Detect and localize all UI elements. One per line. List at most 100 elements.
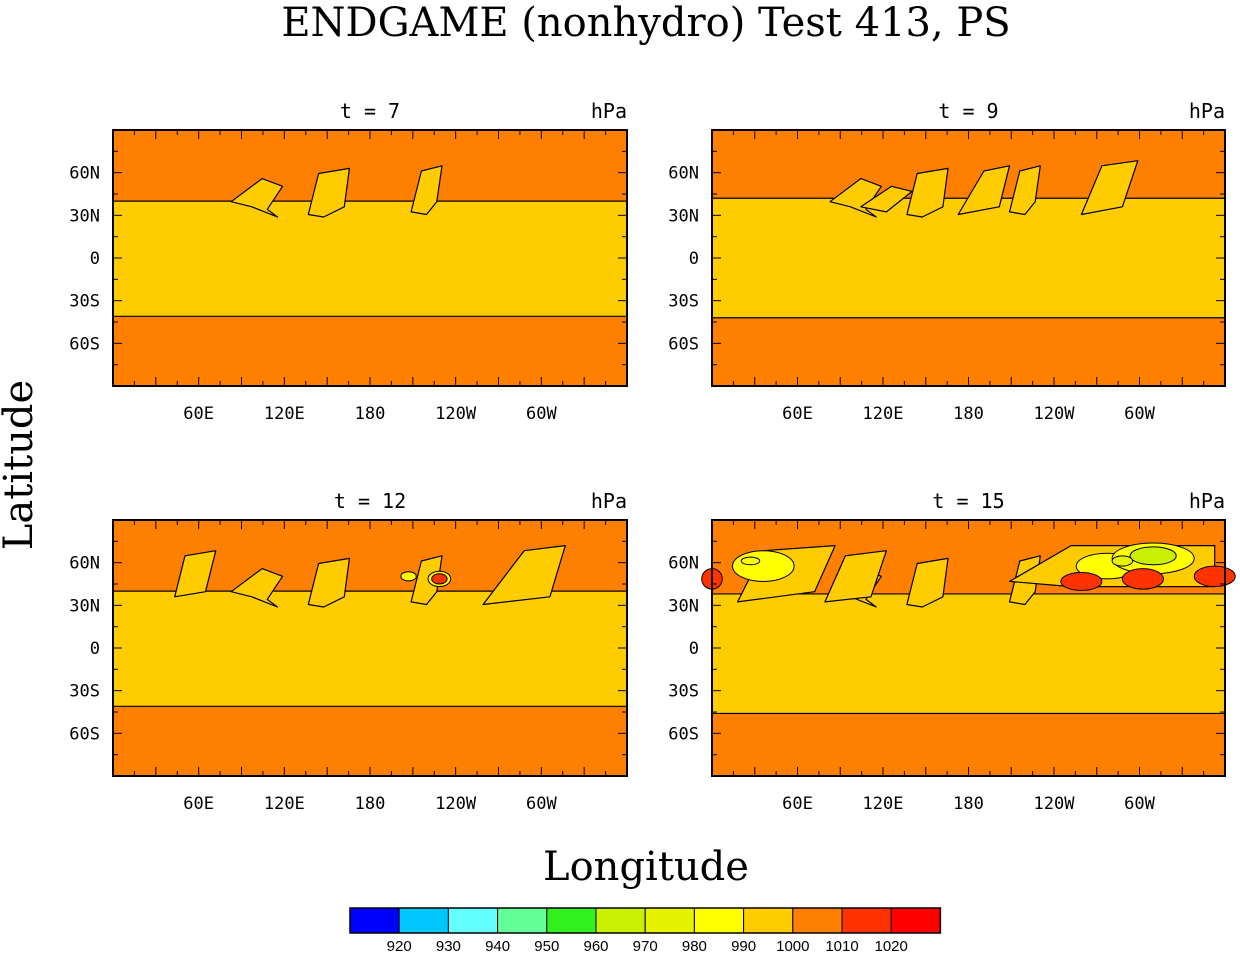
panel-units-label: hPa — [1189, 99, 1225, 123]
y-tick-label: 60S — [69, 724, 100, 744]
wave-lobe-2 — [307, 167, 350, 218]
low-pressure-core-2 — [740, 556, 761, 566]
wave-lobe-1 — [230, 567, 284, 608]
y-tick-label: 30N — [69, 206, 100, 226]
y-tick-label: 30N — [668, 206, 699, 226]
wave-lobe-3 — [410, 165, 443, 216]
colorbar-box — [792, 907, 843, 934]
colorbar-box — [349, 907, 400, 934]
colorbar-label: 930 — [436, 938, 461, 953]
band-990-1000 — [712, 593, 1225, 714]
x-tick-label: 60E — [183, 404, 214, 424]
y-tick-label: 60N — [668, 554, 699, 574]
y-tick-label: 30N — [668, 596, 699, 616]
low-pressure-core-6 — [1111, 555, 1134, 567]
panel-3: 60E 120E 180 120W 60W 60N 30N 0 30S 60S t = 12 hPa — [69, 489, 628, 814]
colorbar-frame — [349, 907, 942, 934]
high-pressure-core-1 — [431, 573, 448, 585]
wave-lobe-1 — [230, 178, 284, 218]
wave-lobe-5 — [482, 544, 566, 606]
panel-4: 60E 120E 180 120W 60W 60N 30N 0 30S 60S t = 15 hPa — [668, 489, 1236, 814]
x-tick-label: 180 — [355, 404, 386, 424]
x-tick-label: 180 — [953, 404, 984, 424]
x-tick-label: 60E — [782, 794, 813, 814]
panel-2: 60E 120E 180 120W 60W 60N 30N 0 30S 60S t = 9 hPa — [668, 99, 1226, 424]
high-pressure-core-2 — [1060, 571, 1103, 591]
colorbar-label: 950 — [534, 938, 559, 953]
x-tick-label: 60E — [782, 404, 813, 424]
wave-lobe-6 — [1080, 160, 1139, 216]
colorbar-label: 1000 — [776, 938, 809, 953]
colorbar-label: 1010 — [825, 938, 858, 953]
wave-lobe-2 — [307, 557, 350, 608]
high-pressure-core-3 — [1121, 568, 1164, 590]
y-tick-label: 60S — [69, 334, 100, 354]
colorbar: 920 930 940 950 960 970 980 990 1000 1010 1020 — [349, 907, 942, 953]
x-tick-label: 60W — [1124, 794, 1155, 814]
panel-units-label: hPa — [1189, 489, 1225, 513]
x-tick-label: 120W — [1034, 404, 1076, 424]
x-tick-label: 120W — [435, 794, 477, 814]
x-tick-label: 60W — [526, 404, 557, 424]
low-pressure-core-1 — [732, 550, 795, 582]
y-tick-label: 60S — [668, 724, 699, 744]
x-tick-label: 120E — [264, 794, 305, 814]
panel-time-label: t = 9 — [938, 99, 998, 123]
colorbar-box — [693, 907, 745, 934]
colorbar-label: 960 — [583, 938, 608, 953]
x-axis-title: Longitude — [543, 844, 749, 890]
panel-time-label: t = 12 — [334, 489, 406, 513]
band-990-1000 — [113, 201, 627, 317]
x-tick-label: 60E — [183, 794, 214, 814]
colorbar-box — [447, 907, 499, 934]
x-tick-label: 120W — [435, 404, 477, 424]
x-tick-label: 120W — [1034, 794, 1076, 814]
x-tick-label: 180 — [355, 794, 386, 814]
high-pressure-core-4 — [1193, 565, 1236, 588]
colorbar-label: 990 — [731, 938, 756, 953]
wave-lobe-5 — [957, 165, 1011, 216]
colorbar-label: 920 — [387, 938, 412, 953]
y-tick-label: 60N — [69, 164, 100, 184]
wave-lobe-3 — [1008, 165, 1041, 216]
colorbar-box — [595, 907, 646, 934]
y-tick-label: 30N — [69, 596, 100, 616]
y-tick-label: 0 — [90, 249, 100, 269]
colorbar-box — [890, 907, 941, 934]
y-tick-label: 30S — [69, 682, 100, 702]
y-tick-label: 0 — [90, 639, 100, 659]
x-tick-label: 180 — [953, 794, 984, 814]
colorbar-box — [497, 907, 548, 934]
colorbar-box — [398, 907, 449, 934]
colorbar-label: 940 — [485, 938, 510, 953]
y-tick-label: 60N — [69, 554, 100, 574]
colorbar-box — [644, 907, 695, 934]
x-tick-label: 120E — [264, 404, 305, 424]
y-tick-label: 0 — [689, 249, 699, 269]
colorbar-label: 980 — [682, 938, 707, 953]
panel-1: 60E 120E 180 120W 60W 60N 30N 0 30S 60S t = 7 hPa — [69, 99, 628, 424]
band-990-1000 — [113, 591, 627, 707]
colorbar-label: 1020 — [875, 938, 908, 953]
panel-time-label: t = 7 — [340, 99, 400, 123]
colorbar-label: 970 — [633, 938, 658, 953]
wave-lobe-5 — [824, 550, 888, 603]
y-axis-title: Latitude — [0, 380, 42, 550]
y-tick-label: 30S — [69, 292, 100, 312]
colorbar-box — [841, 907, 892, 934]
wave-lobe-2 — [906, 167, 949, 218]
panel-units-label: hPa — [591, 99, 627, 123]
y-tick-label: 0 — [689, 639, 699, 659]
wave-lobe-1 — [829, 178, 882, 218]
y-tick-label: 60S — [668, 334, 699, 354]
wave-lobe-4 — [174, 550, 217, 598]
x-tick-label: 120E — [863, 794, 904, 814]
wave-lobe-2 — [906, 557, 949, 608]
low-pressure-core-2 — [400, 571, 417, 582]
panel-time-label: t = 15 — [932, 489, 1004, 513]
x-tick-label: 60W — [526, 794, 557, 814]
low-pressure-core-5 — [1129, 546, 1177, 566]
band-990-1000 — [712, 198, 1225, 318]
